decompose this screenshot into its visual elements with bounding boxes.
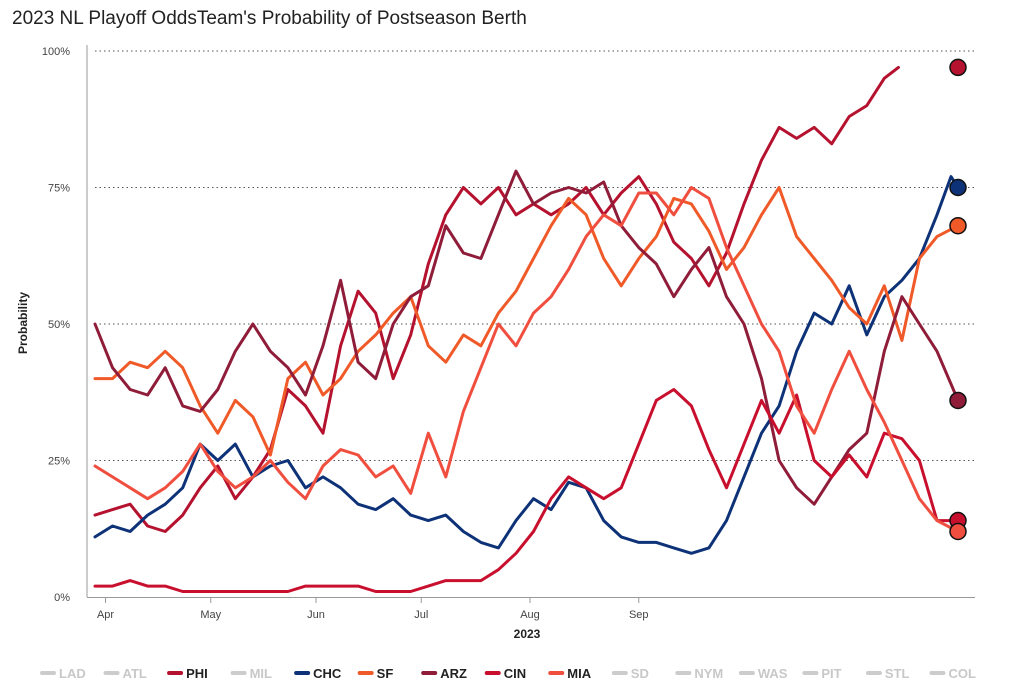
legend-label: SD — [631, 666, 649, 681]
legend-label: COL — [948, 666, 976, 681]
x-tick-label: May — [200, 609, 221, 621]
legend-item-sf[interactable]: SF — [357, 666, 394, 681]
x-tick-label: Jul — [414, 609, 428, 621]
axes: 0% 25% 50% 75% 100% Apr May Jun Jul Aug Sep — [42, 45, 975, 621]
legend-item-atl[interactable]: ATL — [103, 666, 147, 681]
legend-label: ATL — [123, 666, 147, 681]
series-lines — [93, 65, 960, 593]
y-tick-label: 75% — [48, 183, 70, 195]
y-tick-label: 50% — [48, 319, 70, 331]
legend-item-nym[interactable]: NYM — [675, 666, 723, 681]
legend-item-cin[interactable]: CIN — [484, 666, 526, 681]
legend-item-chc[interactable]: CHC — [294, 666, 342, 681]
legend-item-mia[interactable]: MIA — [548, 666, 592, 681]
x-tick-label: Sep — [629, 609, 649, 621]
legend: LAD ATL PHI MIL CHC SF ARZ CIN MIA SD NYM WAS PIT STL… — [40, 666, 976, 681]
chart-title: 2023 NL Playoff OddsTeam's Probability o… — [12, 8, 527, 29]
legend-item-col[interactable]: COL — [929, 666, 976, 681]
x-tick-label: Jun — [307, 609, 325, 621]
legend-label: NYM — [694, 666, 723, 681]
series-line-mia — [93, 186, 960, 533]
legend-label: LAD — [59, 666, 86, 681]
legend-label: PIT — [821, 666, 841, 681]
series-line-sf — [93, 186, 960, 457]
end-marker-sf — [949, 216, 967, 235]
legend-item-arz[interactable]: ARZ — [421, 666, 467, 681]
legend-item-phi[interactable]: PHI — [167, 666, 208, 681]
legend-label: MIA — [567, 666, 591, 681]
x-tick-label: Aug — [520, 609, 540, 621]
end-markers — [949, 58, 967, 541]
legend-item-lad[interactable]: LAD — [40, 666, 86, 681]
legend-label: WAS — [758, 666, 788, 681]
series-line-chc — [93, 175, 960, 555]
series-line-arz — [93, 169, 960, 506]
legend-item-pit[interactable]: PIT — [802, 666, 842, 681]
legend-label: MIL — [250, 666, 272, 681]
legend-label: STL — [885, 666, 910, 681]
legend-label: PHI — [186, 666, 208, 681]
legend-label: SF — [377, 666, 394, 681]
y-tick-label: 100% — [42, 46, 70, 58]
y-axis-label: Probability — [16, 292, 30, 354]
end-marker-phi — [949, 58, 967, 77]
y-tick-label: 25% — [48, 456, 70, 468]
legend-item-mil[interactable]: MIL — [230, 666, 272, 681]
legend-label: ARZ — [440, 666, 467, 681]
end-marker-mia — [949, 522, 967, 541]
series-line-cin — [93, 388, 960, 593]
end-marker-arz — [949, 391, 967, 410]
legend-label: CIN — [504, 666, 526, 681]
legend-label: CHC — [313, 666, 342, 681]
series-line-phi — [93, 65, 900, 533]
legend-item-was[interactable]: WAS — [738, 666, 788, 681]
legend-item-stl[interactable]: STL — [865, 666, 910, 681]
legend-item-sd[interactable]: SD — [611, 666, 649, 681]
x-tick-label: Apr — [97, 609, 114, 621]
end-marker-chc — [949, 178, 967, 197]
y-tick-label: 0% — [54, 592, 70, 604]
x-axis-label: 2023 — [514, 627, 541, 641]
